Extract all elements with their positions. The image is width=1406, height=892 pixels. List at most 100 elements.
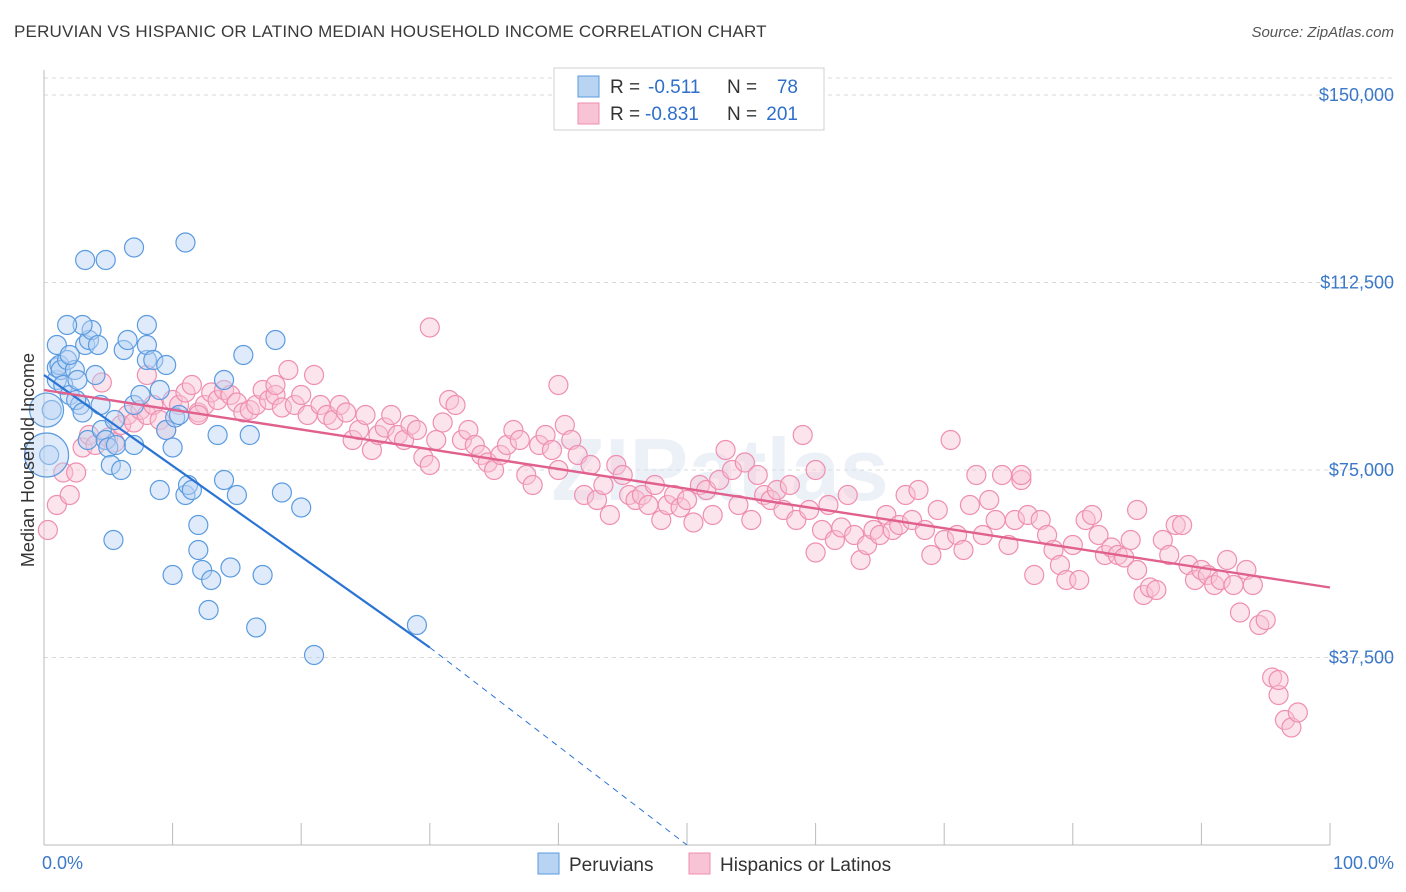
data-point [574, 484, 595, 506]
data-point [657, 494, 678, 516]
data-point [1004, 509, 1026, 531]
data-point [271, 482, 293, 503]
data-point [1011, 469, 1032, 491]
data-point [336, 402, 357, 423]
data-point [265, 374, 286, 396]
data-point [57, 314, 78, 336]
data-point [1223, 574, 1244, 596]
data-point [406, 614, 428, 636]
data-point [143, 349, 164, 371]
data-point [599, 504, 620, 526]
data-point [664, 484, 685, 506]
data-point [715, 439, 736, 461]
data-point [921, 544, 942, 566]
data-point [23, 432, 70, 478]
data-point [406, 419, 428, 441]
x-tick-max: 100.0% [1333, 853, 1394, 873]
data-point [1081, 504, 1103, 526]
data-point [98, 437, 119, 458]
data-point [198, 599, 219, 621]
data-point [1069, 569, 1090, 591]
data-point [612, 464, 633, 486]
data-point [509, 429, 530, 451]
data-point [1126, 559, 1148, 581]
data-point [233, 344, 254, 366]
data-point [168, 404, 190, 426]
data-point [246, 394, 267, 416]
data-point [105, 434, 127, 456]
hispanic-points [37, 317, 1308, 738]
data-point [959, 494, 981, 516]
data-point [303, 644, 325, 666]
data-point [734, 452, 755, 473]
data-point [991, 464, 1013, 486]
data-point [638, 494, 659, 516]
data-point [979, 489, 1000, 511]
legend-n-blue: 78 [777, 77, 798, 98]
data-point [1268, 669, 1289, 691]
data-point [201, 569, 222, 591]
data-point [303, 364, 325, 386]
peruvian-points [23, 232, 428, 666]
data-point [123, 412, 145, 433]
data-point [1146, 579, 1167, 601]
data-point [1017, 504, 1038, 526]
data-point [226, 392, 247, 413]
data-point [837, 484, 858, 506]
data-point [181, 374, 202, 396]
data-point [136, 364, 157, 386]
data-point [953, 539, 974, 561]
data-point [908, 479, 929, 501]
data-point [940, 429, 961, 451]
data-point [824, 529, 845, 551]
legend-peruvians-label: Peruvians [569, 855, 654, 876]
data-point [117, 329, 138, 351]
y-tick-labels: $37,500 $75,000 $112,500 $150,000 [1319, 85, 1394, 668]
data-point [95, 429, 116, 451]
data-point [850, 549, 871, 571]
data-point [1030, 509, 1051, 531]
data-point [586, 489, 608, 511]
data-point [162, 564, 183, 586]
data-point [207, 389, 228, 411]
legend-n-label: N = [727, 77, 757, 98]
data-point [1281, 717, 1302, 738]
data-point [252, 564, 273, 586]
data-point [792, 424, 813, 446]
data-point [934, 529, 955, 551]
data-point [123, 237, 145, 258]
data-point [87, 334, 109, 356]
data-point [529, 434, 550, 456]
data-point [451, 429, 473, 451]
data-point [503, 419, 524, 441]
data-point [419, 317, 440, 338]
legend-r-label: R = [610, 77, 640, 98]
data-point [593, 474, 614, 496]
data-point [548, 374, 569, 396]
data-point [1159, 544, 1180, 566]
data-point [1165, 514, 1186, 536]
series-legend: Peruvians Hispanics or Latinos [537, 852, 891, 876]
data-point [149, 409, 170, 431]
data-point [41, 399, 62, 421]
data-point [1120, 529, 1141, 551]
data-point [651, 509, 672, 531]
data-point [50, 359, 71, 381]
y-tick-label: $37,500 [1329, 648, 1394, 668]
x-tick-min: 0.0% [42, 853, 83, 873]
data-point [37, 519, 58, 541]
data-point [136, 334, 157, 356]
data-point [188, 514, 209, 536]
data-point [1287, 702, 1308, 723]
data-point [95, 249, 116, 271]
legend-r-blue: -0.511 [648, 77, 700, 98]
data-point [1184, 569, 1206, 591]
data-point [561, 429, 582, 451]
data-point [541, 439, 563, 461]
data-point [246, 617, 267, 638]
peruvian-trend-extension [429, 647, 688, 846]
data-point [355, 404, 376, 426]
legend-hispanics-swatch [688, 852, 711, 875]
data-point [59, 484, 80, 506]
